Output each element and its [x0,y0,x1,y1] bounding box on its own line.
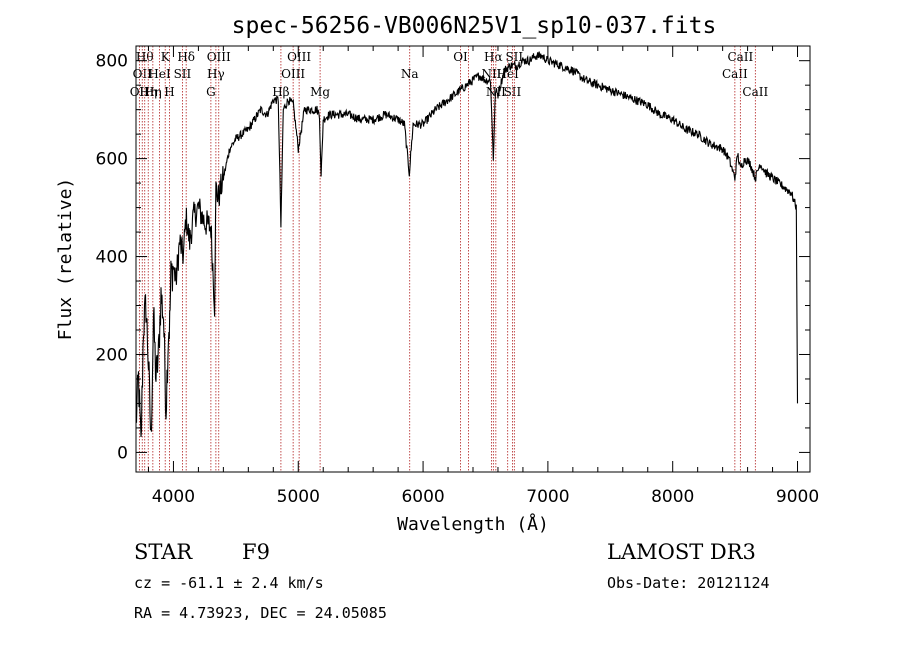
line-label: G [206,85,216,99]
line-label: OIII [281,67,305,81]
line-label: CaII [742,85,768,99]
survey-name: LAMOST DR3 [607,540,756,564]
line-label: SII [174,67,192,81]
line-label: OII [133,67,153,81]
line-label: Hβ [272,85,289,99]
y-tick-label: 400 [96,248,128,268]
line-label: SII [505,50,523,64]
line-label: Hη [144,85,162,99]
y-tick-label: 0 [117,443,128,463]
line-label: OIII [207,50,231,64]
spectrum-line [135,51,799,438]
line-label: NII [481,67,501,81]
line-label: Hα [484,50,503,64]
y-tick-label: 200 [96,345,128,365]
line-label: Hδ [177,50,195,64]
line-label: OI [453,50,468,64]
chart-title: spec-56256-VB006N25V1_sp10-037.fits [232,13,717,39]
line-label: Hγ [207,67,225,81]
x-tick-label: 5000 [277,487,320,507]
plot-frame [135,45,811,473]
line-markers: OIIOIIHθHηHηHeIKHSIIHδGHγOIIIHβOIIIOIIIM… [130,46,768,472]
x-tick-label: 6000 [401,487,444,507]
x-tick-label: 9000 [776,487,819,507]
y-axis-label: Flux (relative) [55,178,76,341]
line-label: Hθ [136,50,154,64]
line-label: OIII [287,50,311,64]
coordinates: RA = 4.73923, DEC = 24.05085 [134,604,387,622]
redshift-velocity: cz = -61.1 ± 2.4 km/s [134,574,324,592]
line-label: CaII [727,50,753,64]
x-tick-label: 4000 [152,487,195,507]
line-label: HeI [148,67,171,81]
line-label: K [161,50,171,64]
line-label: CaII [722,67,748,81]
observation-date: Obs-Date: 20121124 [607,574,770,592]
line-label: Na [401,67,419,81]
x-tick-label: 7000 [526,487,569,507]
object-subclass: F9 [242,540,270,564]
y-tick-label: 600 [96,150,128,170]
line-label: H [164,85,174,99]
y-tick-label: 800 [96,52,128,72]
axis-ticks: 4000 5000 6000 7000 8000 9000 0 200 400 600 800 [96,46,819,507]
x-tick-label: 8000 [651,487,694,507]
line-label: Mg [310,85,330,99]
line-label: SII [504,85,522,99]
object-class: STAR [134,540,193,564]
x-axis-label: Wavelength (Å) [397,513,549,535]
